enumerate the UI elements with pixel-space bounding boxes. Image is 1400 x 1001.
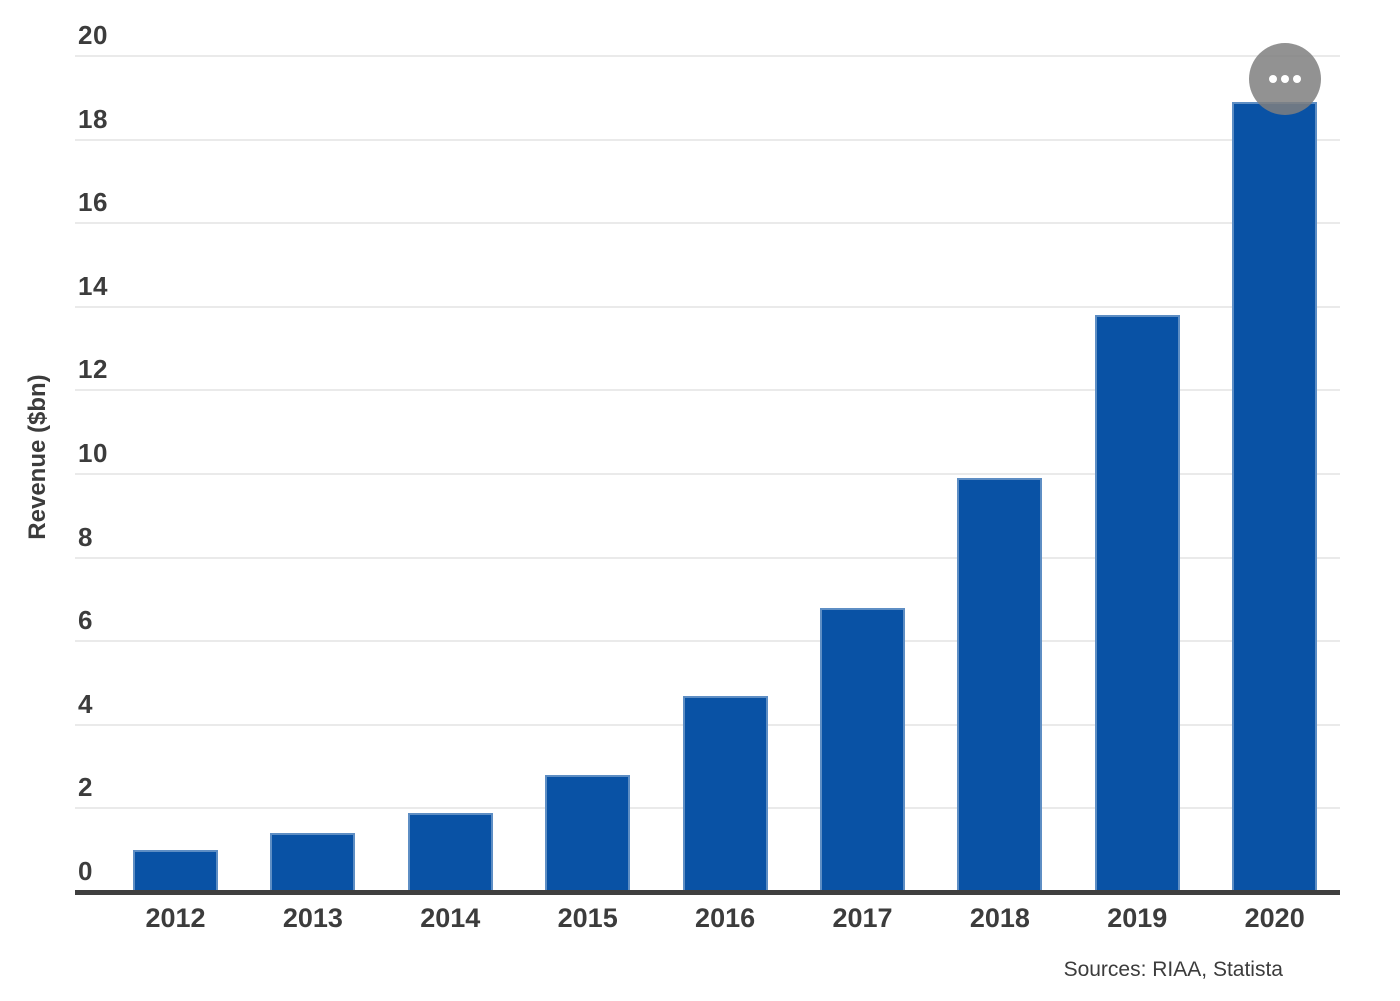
y-tick-label: 18 (78, 103, 108, 134)
bar-2018 (957, 478, 1043, 892)
y-tick-label: 16 (78, 187, 108, 218)
y-tick-label: 6 (78, 605, 93, 636)
x-axis-line (75, 890, 1340, 895)
x-tick-label: 2015 (557, 903, 618, 933)
x-tick-label: 2020 (1244, 903, 1305, 933)
x-tick-label: 2013 (282, 903, 343, 933)
bar-2014 (407, 812, 493, 892)
gridline (75, 55, 1340, 57)
gridline (75, 473, 1340, 475)
x-tick-label: 2012 (145, 903, 206, 933)
bar-2012 (133, 850, 218, 892)
y-tick-label: 14 (78, 270, 108, 301)
bar-2013 (270, 833, 356, 892)
x-tick-label: 2019 (1107, 903, 1168, 933)
y-tick-label: 12 (78, 354, 108, 385)
x-tick-label: 2018 (969, 903, 1030, 933)
x-tick-label: 2017 (832, 903, 893, 933)
ellipsis-icon (1269, 75, 1301, 83)
bar-2016 (682, 695, 768, 892)
plot-area: 0 2 4 6 8 10 12 14 16 18 20 (75, 22, 1340, 892)
y-tick-label: 4 (78, 688, 93, 719)
gridline (75, 305, 1340, 308)
bar-2015 (545, 774, 631, 892)
gridline (75, 556, 1340, 559)
bar-2019 (1094, 315, 1180, 892)
y-tick-label: 10 (78, 438, 108, 468)
source-note: Sources: RIAA, Statista (1063, 958, 1283, 981)
gridline (75, 640, 1340, 643)
y-axis-title: Revenue ($bn) (24, 374, 51, 540)
gridline (75, 222, 1340, 225)
y-tick-label: 0 (78, 856, 93, 886)
gridline (75, 389, 1340, 392)
y-tick-label: 8 (78, 521, 93, 552)
y-tick-label: 20 (78, 20, 108, 50)
x-tick-label: 2016 (695, 903, 756, 933)
bar-2017 (820, 607, 905, 892)
y-tick-label: 2 (78, 772, 93, 803)
gridline (75, 138, 1340, 141)
x-tick-label: 2014 (420, 903, 481, 933)
chart-options-button[interactable] (1249, 43, 1321, 115)
bar-2020 (1232, 101, 1318, 892)
